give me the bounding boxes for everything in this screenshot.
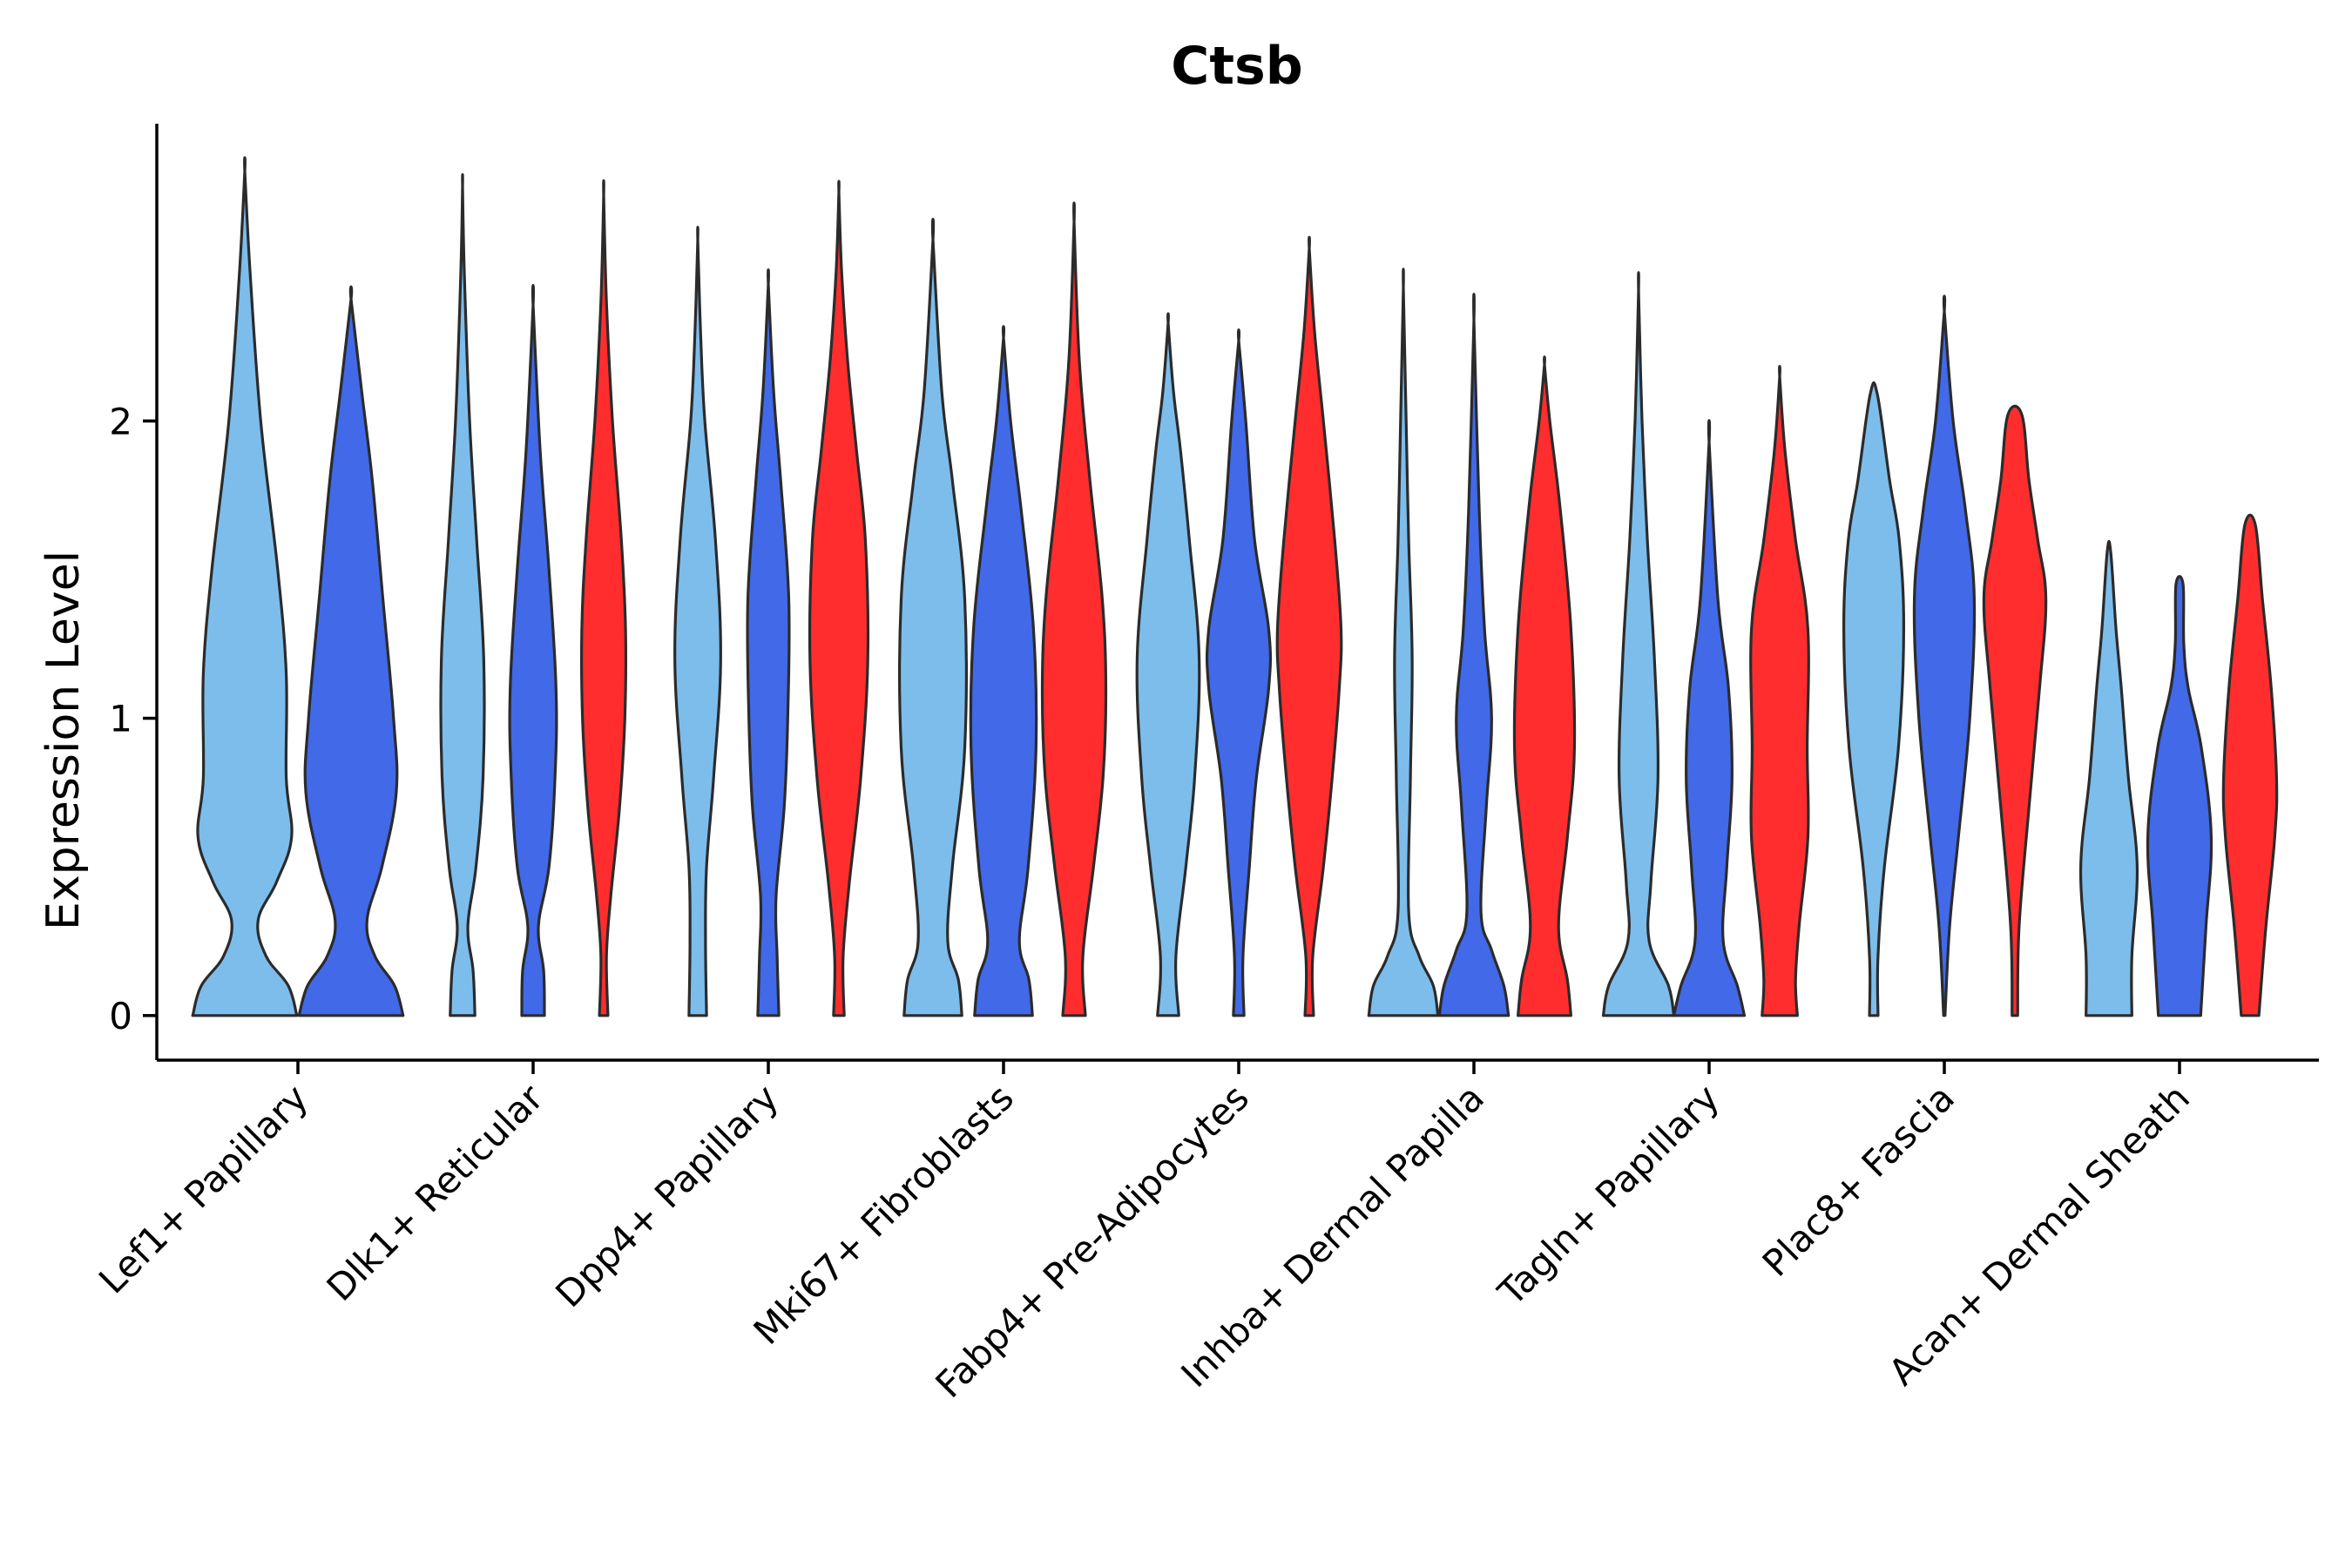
violin-tagln-papillary-group-3	[1749, 364, 1810, 1017]
y-axis-label: Expression Level	[37, 551, 90, 930]
violin-tagln-papillary-group-2	[1672, 419, 1747, 1017]
violin-lef1-papillary-group-2	[297, 285, 405, 1017]
violin-mki67-fibroblasts-group-1	[898, 218, 968, 1017]
violin-acan-dermal-sheath-group-2	[2146, 575, 2213, 1017]
violin-inhba-dermal-papilla-group-1	[1367, 267, 1440, 1017]
violin-tagln-papillary-group-1	[1601, 271, 1676, 1017]
violin-lef1-papillary-group-1	[191, 156, 299, 1017]
violin-dpp4-papillary-group-1	[673, 226, 722, 1017]
violin-inhba-dermal-papilla-group-3	[1512, 355, 1577, 1017]
chart-title: Ctsb	[1171, 36, 1302, 97]
y-tick-label-0: 0	[109, 995, 132, 1037]
violin-fabp4-pre-adipocytes-group-1	[1135, 312, 1201, 1017]
violin-acan-dermal-sheath-group-3	[2221, 513, 2279, 1017]
violin-acan-dermal-sheath-group-1	[2078, 539, 2139, 1017]
violin-plac8-fascia-group-3	[1982, 404, 2048, 1017]
violin-fabp4-pre-adipocytes-group-3	[1275, 235, 1343, 1017]
violin-dlk1-reticular-group-1	[439, 172, 486, 1017]
violin-mki67-fibroblasts-group-2	[969, 325, 1038, 1017]
violin-dpp4-papillary-group-2	[746, 268, 791, 1017]
y-tick-label-1: 1	[109, 698, 132, 740]
violins-layer	[191, 156, 2279, 1017]
x-tick-label-dlk1-reticular: Dlk1+ Reticular	[319, 1076, 552, 1309]
violin-dpp4-papillary-group-3	[808, 179, 870, 1017]
violin-dlk1-reticular-group-2	[508, 284, 558, 1017]
y-ticks: 0 1 2	[109, 400, 157, 1037]
x-tick-label-lef1-papillary: Lef1+ Papillary	[91, 1076, 316, 1301]
violin-plac8-fascia-group-2	[1912, 294, 1977, 1017]
y-tick-label-2: 2	[109, 400, 132, 443]
violin-dlk1-reticular-group-3	[579, 179, 628, 1017]
x-tick-label-tagln-papillary: Tagln+ Papillary	[1490, 1076, 1727, 1314]
x-tick-label-plac8-fascia: Plac8+ Fascia	[1754, 1076, 1963, 1284]
x-tick-label-mki67-fibroblasts: Mki67+ Fibroblasts	[746, 1076, 1022, 1352]
violin-fabp4-pre-adipocytes-group-2	[1205, 328, 1273, 1017]
violin-inhba-dermal-papilla-group-2	[1437, 293, 1511, 1017]
x-tick-label-dpp4-papillary: Dpp4+ Papillary	[547, 1076, 787, 1315]
violin-mki67-fibroblasts-group-3	[1040, 201, 1108, 1017]
violin-plac8-fascia-group-1	[1842, 381, 1906, 1017]
